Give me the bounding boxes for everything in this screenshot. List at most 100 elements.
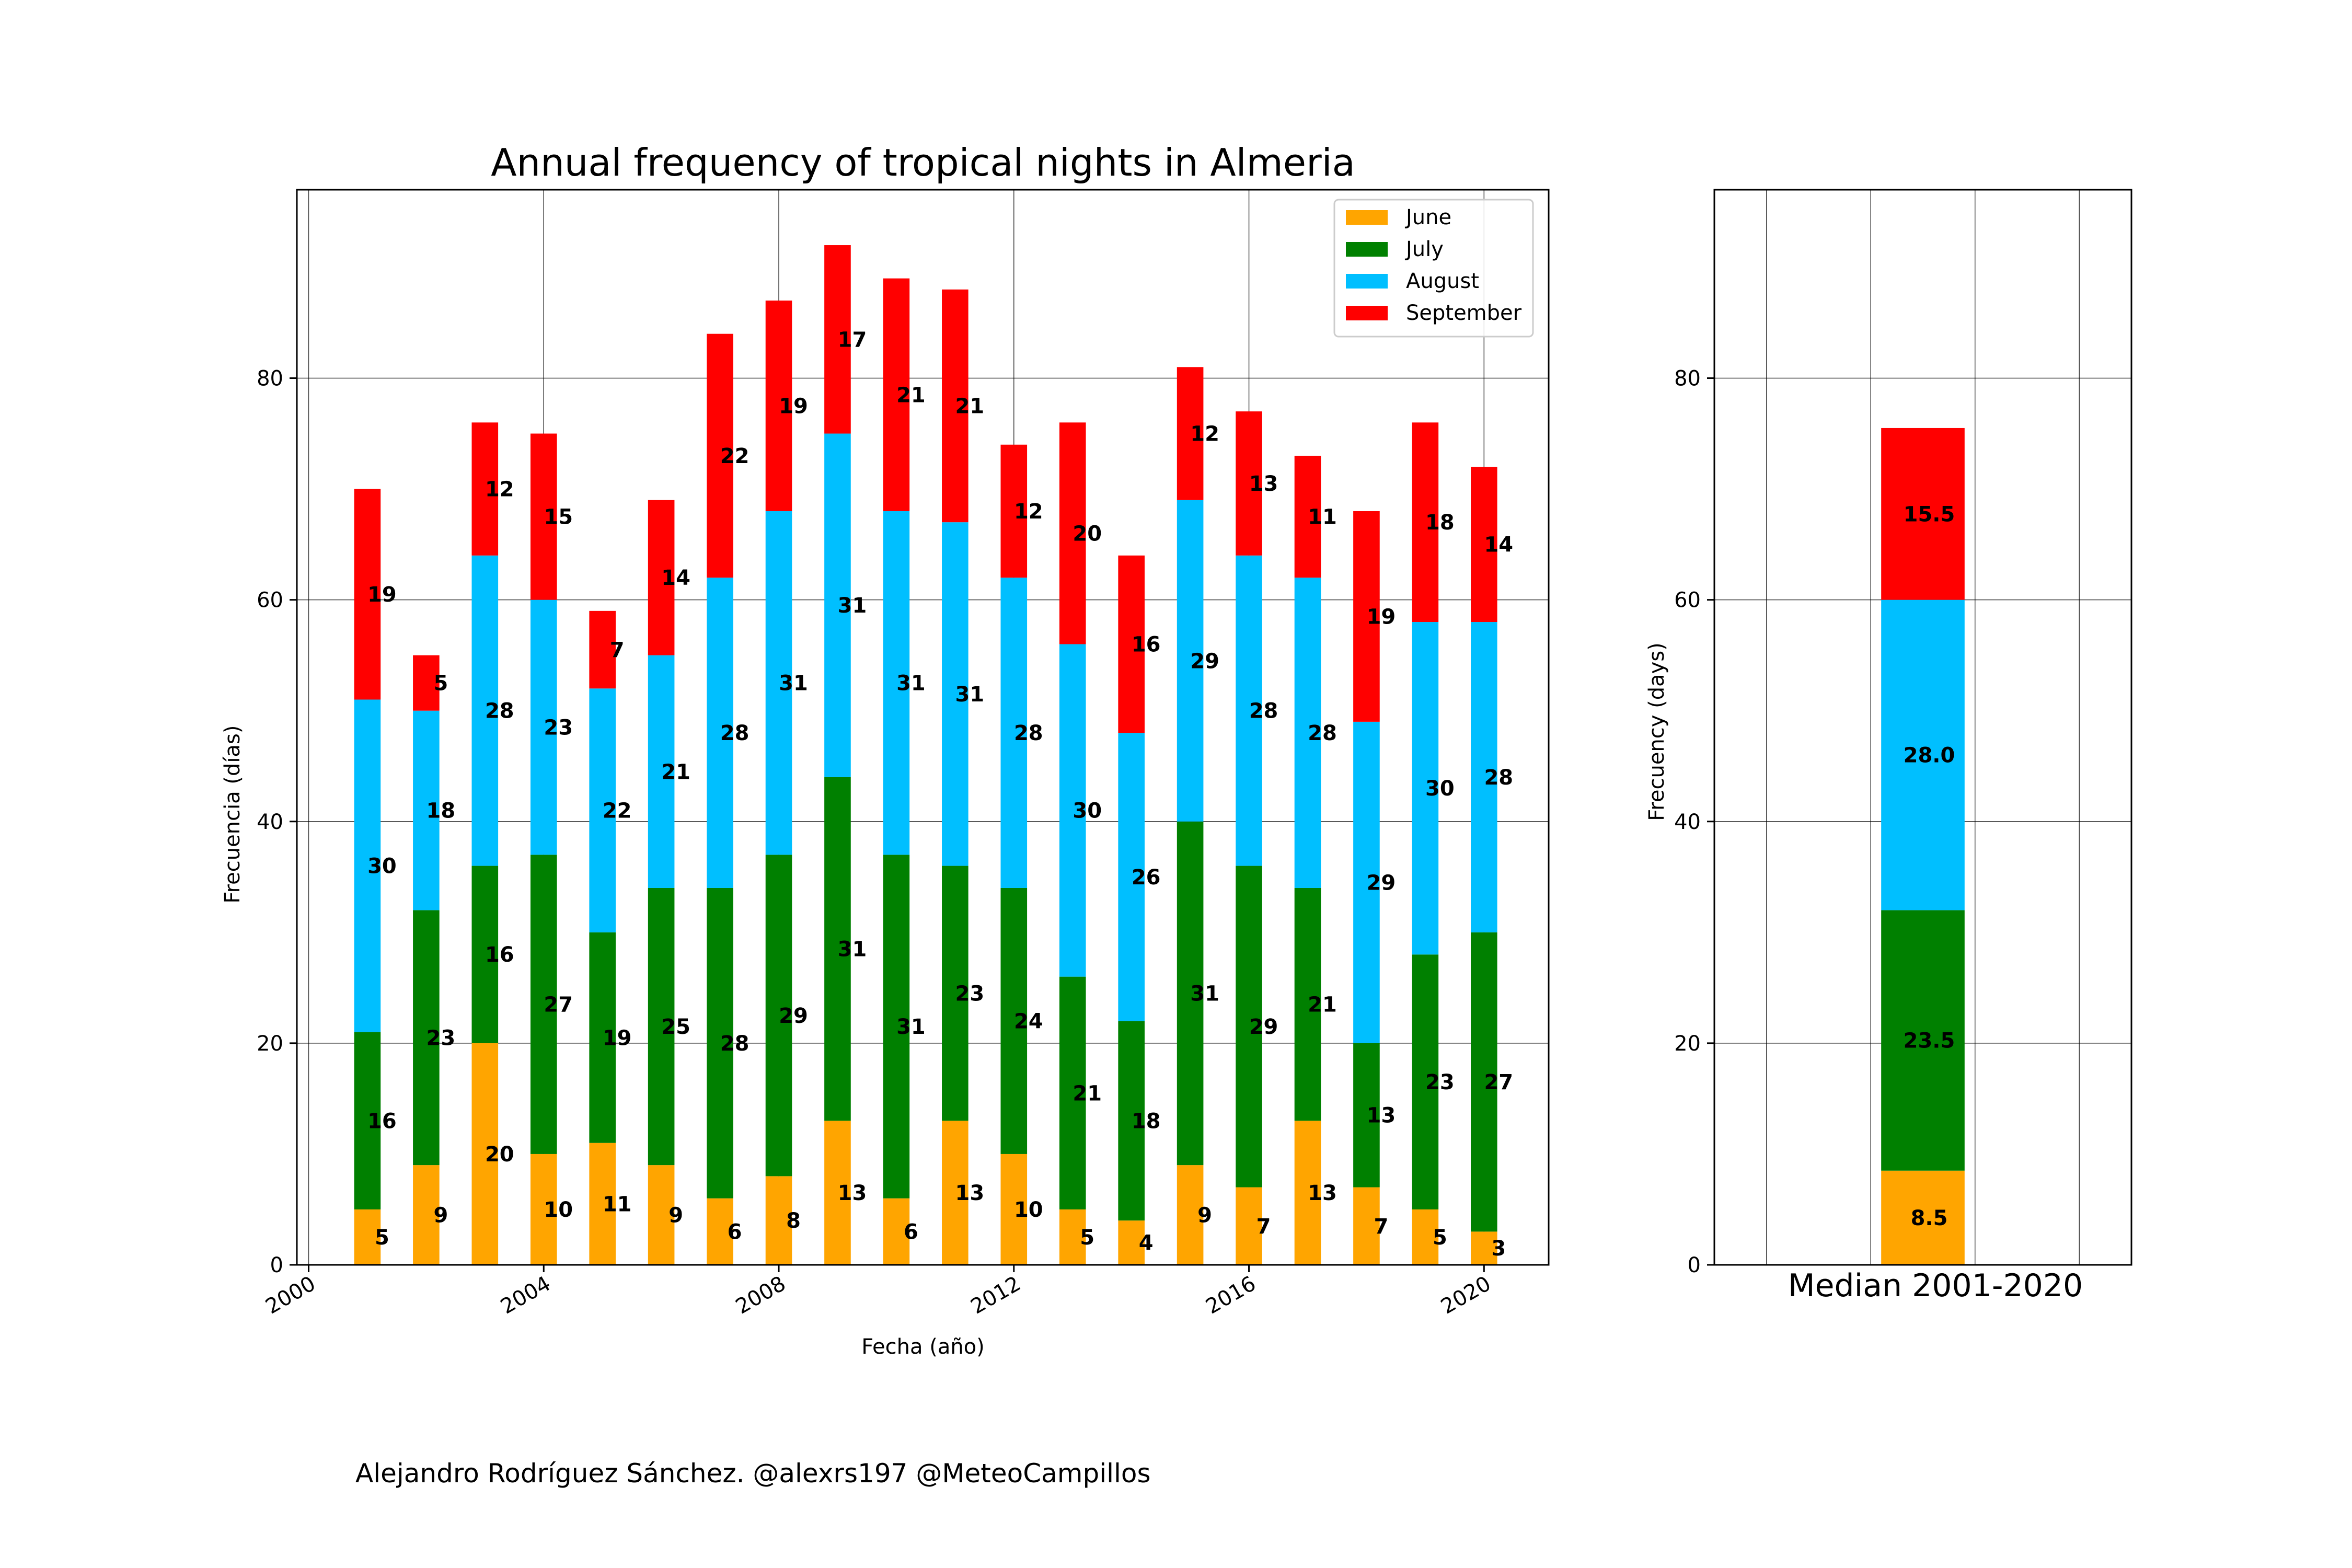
bar-september-2020	[1471, 467, 1497, 622]
bar-label-august-2004: 23	[544, 716, 573, 740]
bar-september-2005	[589, 610, 616, 689]
bar-label-september-2012: 12	[1014, 500, 1043, 524]
bar-label-july-2016: 29	[1249, 1015, 1278, 1039]
median-bar	[1881, 428, 1965, 1265]
bar-august-2018	[1353, 721, 1380, 1043]
bar-label-august-2018: 29	[1367, 871, 1396, 895]
bar-september-2006	[648, 500, 675, 655]
bar-july-2018	[1353, 1043, 1380, 1187]
bar-label-june-2014: 4	[1139, 1231, 1154, 1255]
y-tick-label: 0	[270, 1253, 283, 1277]
bar-july-2019	[1412, 954, 1439, 1209]
median-bar-label-september: 15.5	[1904, 502, 1955, 526]
bar-june-2014	[1118, 1220, 1145, 1265]
bar-september-2012	[1000, 444, 1028, 578]
bar-august-2020	[1471, 622, 1497, 932]
bar-label-september-2008: 19	[779, 395, 808, 419]
bar-label-july-2020: 27	[1484, 1070, 1513, 1094]
bar-july-2013	[1059, 976, 1086, 1209]
x-tick-label: 2012	[967, 1272, 1025, 1319]
bar-august-2001	[354, 699, 381, 1032]
bar-july-2016	[1236, 866, 1262, 1187]
chart-title: Annual frequency of tropical nights in A…	[491, 141, 1355, 185]
bar-label-june-2001: 5	[375, 1226, 389, 1250]
bar-label-july-2004: 27	[544, 993, 573, 1017]
bar-label-august-2014: 26	[1132, 866, 1161, 890]
bar-august-2015	[1177, 500, 1204, 822]
bar-september-2004	[530, 433, 557, 600]
bar-september-2002	[413, 655, 440, 711]
bar-september-2008	[765, 301, 792, 511]
legend-label-september: September	[1406, 301, 1522, 325]
median-bar-label-august: 28.0	[1904, 744, 1955, 768]
bar-august-2011	[942, 522, 969, 866]
bar-june-2003	[471, 1043, 499, 1265]
y-tick-label: 20	[257, 1032, 283, 1056]
bar-label-august-2015: 29	[1190, 649, 1219, 673]
legend-swatch-august	[1346, 274, 1388, 289]
bar-label-september-2009: 17	[838, 328, 867, 352]
bar-label-august-2007: 28	[720, 721, 750, 745]
median-y-axis-label: Frecuency (days)	[1645, 642, 1669, 821]
median-bar-july	[1881, 910, 1965, 1171]
bar-label-september-2015: 12	[1190, 422, 1219, 446]
bar-label-september-2007: 22	[720, 444, 750, 468]
x-tick-label: 2000	[261, 1272, 319, 1319]
bar-label-september-2016: 13	[1249, 472, 1278, 496]
median-y-tick-label: 80	[1674, 367, 1701, 391]
median-bar-label-june: 8.5	[1911, 1206, 1948, 1230]
bar-september-2011	[942, 289, 969, 523]
bar-june-2012	[1000, 1154, 1028, 1265]
bar-label-september-2006: 14	[661, 566, 690, 590]
bar-june-2015	[1177, 1165, 1204, 1265]
median-y-tick-label: 40	[1674, 810, 1701, 834]
y-tick-label: 40	[257, 810, 283, 834]
bar-june-2009	[824, 1121, 851, 1265]
bar-label-august-2013: 30	[1073, 799, 1102, 823]
x-axis-label: Fecha (año)	[861, 1335, 985, 1359]
credit-text: Alejandro Rodríguez Sánchez. @alexrs197 …	[355, 1458, 1151, 1489]
bar-label-june-2013: 5	[1080, 1226, 1094, 1250]
bar-label-july-2013: 21	[1073, 1081, 1102, 1105]
bar-june-2018	[1353, 1187, 1380, 1265]
bar-label-june-2017: 13	[1308, 1181, 1337, 1205]
bar-label-september-2019: 18	[1425, 511, 1455, 535]
bar-label-july-2017: 21	[1308, 993, 1337, 1017]
bar-label-june-2015: 9	[1197, 1204, 1212, 1228]
y-axis-label: Frecuencia (días)	[221, 725, 245, 904]
legend-swatch-september	[1346, 306, 1388, 320]
bar-august-2004	[530, 599, 557, 855]
bar-label-september-2005: 7	[610, 638, 625, 662]
main-plot-frame	[296, 189, 1550, 1266]
bar-july-2017	[1294, 887, 1321, 1121]
bar-september-2009	[824, 245, 851, 434]
bar-june-2019	[1412, 1209, 1439, 1265]
legend-box	[1333, 199, 1534, 338]
median-bar-labels: 8.5 23.5 28.0 15.5	[1904, 502, 1955, 1230]
bar-label-august-2016: 28	[1249, 699, 1278, 723]
x-tick-label: 2004	[497, 1272, 555, 1319]
bar-september-2010	[883, 278, 910, 511]
bar-august-2003	[471, 555, 499, 866]
bar-june-2010	[883, 1198, 910, 1265]
legend-swatch-july	[1346, 242, 1388, 257]
bar-august-2013	[1059, 644, 1086, 977]
median-bar-august	[1881, 599, 1965, 910]
median-plot-frame	[1713, 189, 2132, 1266]
bar-september-2019	[1412, 422, 1439, 622]
x-tick-label: 2016	[1202, 1272, 1260, 1319]
bar-july-2006	[648, 887, 675, 1166]
bar-label-august-2020: 28	[1484, 766, 1513, 790]
bar-july-2011	[942, 866, 969, 1121]
bar-label-september-2018: 19	[1367, 605, 1396, 629]
bar-august-2017	[1294, 578, 1321, 888]
bar-june-2006	[648, 1165, 675, 1265]
bar-label-july-2007: 28	[720, 1032, 750, 1056]
bar-june-2001	[354, 1209, 381, 1265]
median-y-tick-label: 60	[1674, 589, 1701, 613]
bar-label-june-2008: 8	[786, 1209, 801, 1233]
bar-july-2009	[824, 777, 851, 1121]
median-y-ticks: 0 20 40 60 80	[1674, 367, 1714, 1277]
bar-september-2013	[1059, 422, 1086, 644]
bar-june-2020	[1471, 1231, 1497, 1265]
